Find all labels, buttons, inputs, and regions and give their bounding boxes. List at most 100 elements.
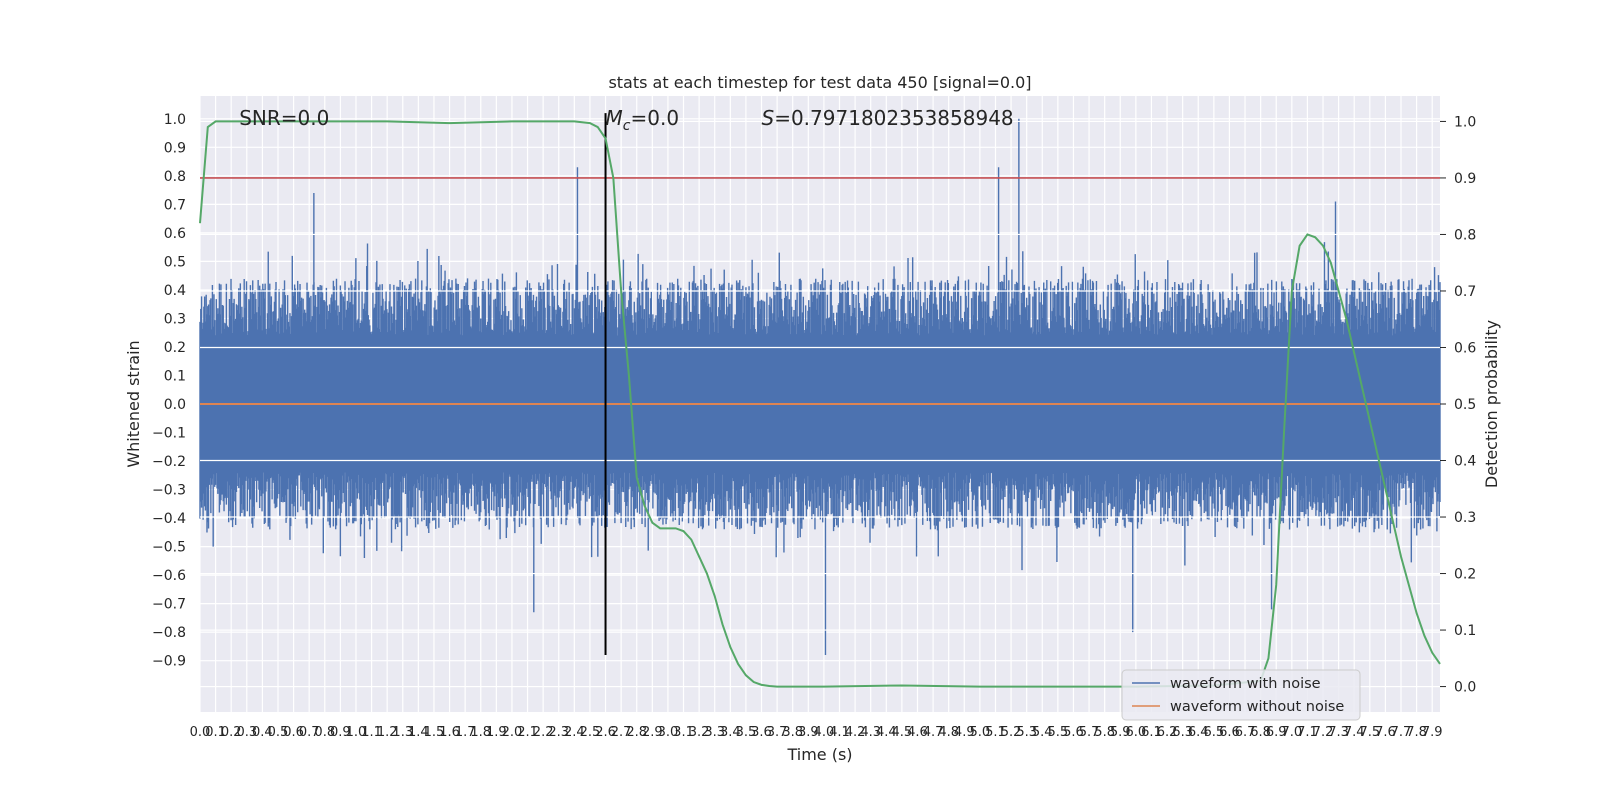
x-tick-label: 6.3 xyxy=(1172,725,1193,740)
x-tick-label: 0.8 xyxy=(314,725,335,740)
y-axis-ticks: −0.9 −0.8 −0.7 −0.6 −0.5 −0.4 −0.3 −0.2 −0.1 0.0 0… xyxy=(152,112,186,670)
x-tick-label: 0.5 xyxy=(268,725,289,740)
x-tick-label: 4.5 xyxy=(892,725,913,740)
x-tick-label: 7.3 xyxy=(1328,725,1349,740)
x-tick-label: 6.4 xyxy=(1188,725,1209,740)
annotation-text: S=0.7971802353858948 xyxy=(762,106,1014,130)
y-tick-label: 1.0 xyxy=(164,112,186,128)
x-tick-label: 4.3 xyxy=(860,725,881,740)
x-tick-label: 3.1 xyxy=(673,725,694,740)
detection-probability-line xyxy=(199,120,1441,688)
y-tick-label: 0.4 xyxy=(164,283,186,299)
x-tick-label: 0.7 xyxy=(299,725,320,740)
x-tick-label: 3.8 xyxy=(782,725,803,740)
x-tick-label: 1.8 xyxy=(470,725,491,740)
x-tick-label: 6.7 xyxy=(1235,725,1256,740)
x-tick-label: 1.3 xyxy=(392,725,413,740)
x-tick-label: 0.9 xyxy=(330,725,351,740)
y-tick-label: −0.5 xyxy=(152,540,186,556)
y-tick-label: −0.6 xyxy=(152,568,186,584)
y2-tick-label: 0.1 xyxy=(1454,623,1476,639)
y-tick-label: 0.6 xyxy=(164,226,186,242)
y-tick-label: −0.9 xyxy=(152,654,186,670)
x-tick-label: 0.0 xyxy=(190,725,211,740)
y-tick-label: 0.2 xyxy=(164,340,186,356)
x-tick-label: 7.7 xyxy=(1391,725,1412,740)
y2-tick-label: 0.9 xyxy=(1454,171,1476,187)
x-tick-label: 1.1 xyxy=(361,725,382,740)
legend: waveform with noise waveform without noi… xyxy=(1121,669,1361,721)
annotation-math: M xyxy=(606,106,623,130)
x-tick-label: 3.5 xyxy=(736,725,757,740)
y2-tick-label: 0.6 xyxy=(1454,340,1476,356)
x-tick-label: 4.2 xyxy=(845,725,866,740)
x-axis-ticks: 0.00.10.20.30.40.50.60.70.80.91.01.11.21… xyxy=(190,725,1443,740)
x-tick-label: 5.7 xyxy=(1079,725,1100,740)
x-tick-label: 7.0 xyxy=(1281,725,1302,740)
annotation-math: S xyxy=(762,106,775,130)
x-tick-label: 4.6 xyxy=(907,725,928,740)
y2-tick-label: 0.4 xyxy=(1454,454,1476,470)
x-tick-label: 7.8 xyxy=(1406,725,1427,740)
x-tick-label: 4.1 xyxy=(829,725,850,740)
y-tick-label: −0.3 xyxy=(152,483,186,499)
x-tick-label: 6.8 xyxy=(1250,725,1271,740)
y-tick-label: 0.5 xyxy=(164,254,186,270)
x-tick-label: 7.2 xyxy=(1313,725,1334,740)
annotation-value: =0.0 xyxy=(631,106,680,130)
y2-tick-label: 0.8 xyxy=(1454,227,1476,243)
y-tick-label: 0.7 xyxy=(164,197,186,213)
x-tick-label: 6.1 xyxy=(1141,725,1162,740)
x-tick-label: 0.4 xyxy=(252,725,273,740)
x-tick-label: 5.4 xyxy=(1032,725,1053,740)
x-tick-label: 7.6 xyxy=(1375,725,1396,740)
x-tick-label: 5.3 xyxy=(1016,725,1037,740)
annotation-subscript: c xyxy=(623,118,631,134)
y-tick-label: −0.7 xyxy=(152,597,186,613)
annotation-value: =0.7971802353858948 xyxy=(774,106,1013,130)
x-tick-label: 3.6 xyxy=(751,725,772,740)
annotation-text: SNR=0.0 xyxy=(239,106,329,130)
x-tick-label: 2.0 xyxy=(502,725,523,740)
x-tick-label: 5.5 xyxy=(1048,725,1069,740)
x-tick-label: 2.3 xyxy=(548,725,569,740)
y-tick-label: 0.9 xyxy=(164,140,186,156)
x-tick-label: 2.9 xyxy=(642,725,663,740)
x-tick-label: 7.9 xyxy=(1422,725,1443,740)
x-tick-label: 1.7 xyxy=(455,725,476,740)
x-tick-label: 7.1 xyxy=(1297,725,1318,740)
x-tick-label: 6.5 xyxy=(1203,725,1224,740)
legend-box xyxy=(1121,669,1361,721)
x-tick-label: 5.0 xyxy=(970,725,991,740)
y2-tick-label: 0.3 xyxy=(1454,510,1476,526)
x-tick-label: 1.5 xyxy=(424,725,445,740)
x-tick-label: 6.6 xyxy=(1219,725,1240,740)
x-tick-label: 2.2 xyxy=(533,725,554,740)
x-axis-label: Time (s) xyxy=(786,745,852,764)
x-tick-label: 1.9 xyxy=(486,725,507,740)
x-tick-label: 2.5 xyxy=(580,725,601,740)
y-tick-label: −0.8 xyxy=(152,625,186,641)
annotation-text: Mc=0.0 xyxy=(606,106,680,134)
legend-label-with-noise: waveform with noise xyxy=(1170,676,1321,692)
y-tick-label: −0.2 xyxy=(152,454,186,470)
x-tick-label: 7.4 xyxy=(1344,725,1365,740)
x-tick-label: 5.9 xyxy=(1110,725,1131,740)
y2-tick-label: 0.2 xyxy=(1454,567,1476,583)
y-tick-label: 0.3 xyxy=(164,311,186,327)
x-tick-label: 2.1 xyxy=(517,725,538,740)
x-tick-label: 4.0 xyxy=(814,725,835,740)
x-tick-label: 5.2 xyxy=(1001,725,1022,740)
y2-tick-label: 0.0 xyxy=(1454,680,1476,696)
x-tick-label: 3.7 xyxy=(767,725,788,740)
x-tick-label: 7.5 xyxy=(1359,725,1380,740)
x-tick-label: 2.4 xyxy=(564,725,585,740)
x-tick-label: 4.7 xyxy=(923,725,944,740)
x-tick-label: 2.6 xyxy=(595,725,616,740)
x-tick-label: 3.3 xyxy=(704,725,725,740)
x-tick-label: 0.2 xyxy=(221,725,242,740)
x-tick-label: 5.8 xyxy=(1094,725,1115,740)
y2-tick-label: 0.5 xyxy=(1454,397,1476,413)
x-tick-label: 1.2 xyxy=(377,725,398,740)
